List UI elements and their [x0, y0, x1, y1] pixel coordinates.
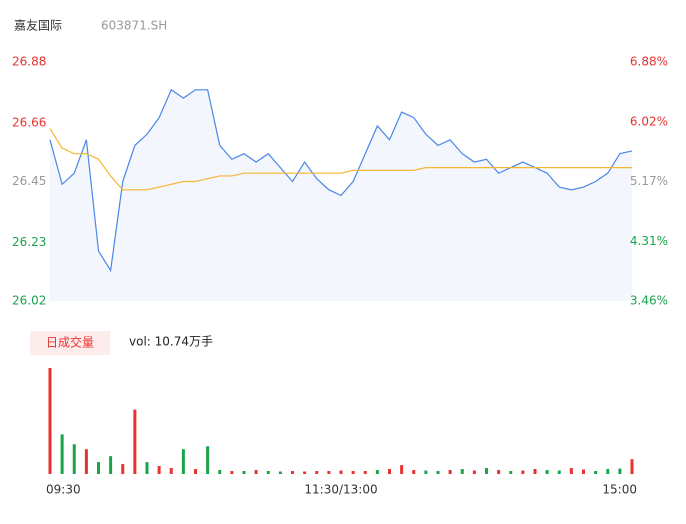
volume-bar	[533, 469, 537, 474]
y-tick-label: 26.23	[12, 235, 46, 249]
volume-bar	[278, 471, 282, 474]
volume-bar	[594, 471, 598, 474]
volume-bar	[521, 470, 525, 474]
average-line	[49, 128, 632, 191]
volume-bar	[315, 471, 319, 474]
volume-bar	[206, 446, 210, 474]
volume-bar	[133, 409, 137, 474]
y2-tick-label: 3.46%	[630, 294, 668, 308]
volume-bar	[436, 471, 440, 474]
volume-bar	[303, 471, 307, 474]
volume-bar	[291, 471, 294, 474]
volume-bar	[351, 471, 355, 474]
y-tick-label: 26.88	[12, 55, 46, 69]
volume-bar	[327, 471, 331, 474]
y-tick-label: 26.02	[12, 294, 46, 308]
volume-bar	[339, 470, 343, 474]
y2-tick-label: 4.31%	[630, 234, 668, 248]
volume-bar	[109, 456, 113, 474]
volume-bar	[545, 470, 549, 474]
volume-bar	[181, 449, 185, 474]
volume-bar	[460, 469, 464, 474]
volume-bar	[509, 471, 513, 474]
volume-bar	[363, 471, 367, 474]
volume-bar	[84, 449, 88, 474]
volume-bar	[606, 469, 610, 474]
volume-bar	[557, 470, 561, 474]
volume-bar	[72, 444, 76, 474]
x-tick-label: 15:00	[602, 483, 637, 497]
volume-bar	[497, 470, 501, 474]
y2-tick-label: 6.88%	[630, 55, 668, 69]
volume-bar	[448, 470, 452, 474]
volume-bar	[618, 468, 622, 474]
volume-bar	[157, 466, 161, 474]
volume-bar	[60, 434, 64, 474]
volume-bar	[388, 469, 391, 474]
volume-bar	[230, 471, 234, 474]
x-tick-label: 09:30	[46, 483, 81, 497]
volume-bar	[145, 462, 149, 474]
volume-title: 日成交量	[46, 335, 94, 350]
volume-bar	[569, 468, 573, 474]
y2-tick-label: 6.02%	[630, 115, 668, 129]
volume-bar	[97, 462, 100, 474]
volume-bar	[266, 471, 270, 474]
volume-bar	[218, 470, 222, 474]
stock-code: 603871.SH	[101, 19, 167, 33]
volume-total: vol: 10.74万手	[129, 335, 213, 349]
volume-bar	[254, 470, 258, 474]
volume-bar	[169, 468, 173, 474]
volume-bar	[472, 470, 476, 474]
x-tick-label: 11:30/13:00	[304, 483, 377, 497]
volume-bar	[194, 469, 197, 474]
volume-bar	[582, 469, 585, 474]
volume-bar	[121, 464, 125, 474]
volume-bar	[242, 471, 246, 474]
volume-bar	[485, 468, 488, 474]
y2-tick-label: 5.17%	[630, 174, 668, 188]
volume-bar	[375, 470, 379, 474]
volume-bar	[400, 465, 404, 474]
volume-bar	[48, 367, 52, 474]
volume-bar	[412, 470, 416, 474]
y-tick-label: 26.66	[12, 116, 46, 130]
volume-badge	[30, 331, 110, 355]
y-tick-label: 26.45	[12, 174, 46, 188]
volume-bar	[630, 459, 634, 474]
stock-name: 嘉友国际	[14, 19, 62, 33]
volume-bar	[424, 470, 428, 474]
